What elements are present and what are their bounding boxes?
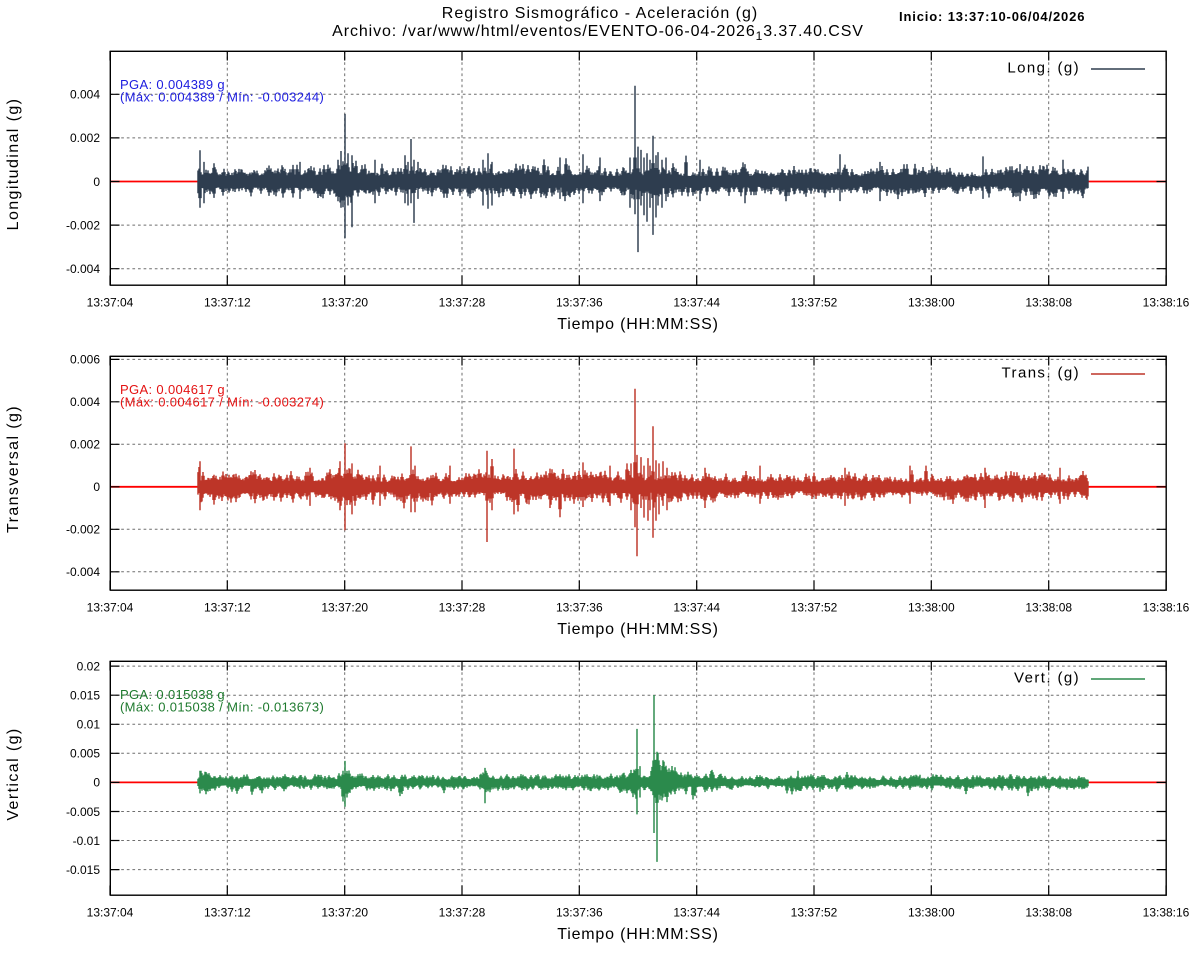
svg-text:13:37:20: 13:37:20: [321, 601, 368, 615]
svg-text:Tiempo (HH:MM:SS): Tiempo (HH:MM:SS): [557, 926, 718, 943]
svg-text:-0.01: -0.01: [73, 834, 101, 848]
svg-text:-0.004: -0.004: [66, 565, 100, 579]
svg-text:0: 0: [93, 480, 100, 494]
svg-text:13:37:36: 13:37:36: [556, 296, 603, 310]
svg-text:0.005: 0.005: [70, 747, 100, 761]
svg-text:(Máx: 0.015038 / Mín: -0.01367: (Máx: 0.015038 / Mín: -0.013673): [120, 700, 324, 715]
svg-text:Tiempo (HH:MM:SS): Tiempo (HH:MM:SS): [557, 316, 718, 333]
svg-text:0.002: 0.002: [70, 131, 100, 145]
svg-text:-0.004: -0.004: [66, 262, 100, 276]
svg-text:0.004: 0.004: [70, 88, 100, 102]
svg-text:-0.005: -0.005: [66, 805, 100, 819]
svg-text:13:37:04: 13:37:04: [87, 601, 134, 615]
svg-text:13:38:16: 13:38:16: [1143, 296, 1190, 310]
svg-text:13:37:28: 13:37:28: [439, 601, 486, 615]
svg-text:13:37:12: 13:37:12: [204, 296, 251, 310]
svg-text:13:37:12: 13:37:12: [204, 601, 251, 615]
svg-text:13:37:52: 13:37:52: [791, 296, 838, 310]
svg-text:PGA: 0.015038 g: PGA: 0.015038 g: [120, 687, 225, 702]
svg-text:-0.002: -0.002: [66, 218, 100, 232]
svg-text:PGA: 0.004617 g: PGA: 0.004617 g: [120, 382, 225, 397]
svg-text:Long. (g): Long. (g): [1007, 60, 1080, 77]
svg-text:13:38:00: 13:38:00: [908, 296, 955, 310]
svg-text:13:38:08: 13:38:08: [1025, 296, 1072, 310]
svg-text:0.004: 0.004: [70, 395, 100, 409]
svg-text:13:37:52: 13:37:52: [791, 906, 838, 920]
svg-text:13:38:00: 13:38:00: [908, 601, 955, 615]
svg-text:Registro Sismográfico - Aceler: Registro Sismográfico - Aceleración (g): [442, 5, 758, 22]
svg-text:13:37:28: 13:37:28: [439, 296, 486, 310]
svg-text:0.02: 0.02: [77, 659, 101, 673]
svg-text:13:38:16: 13:38:16: [1143, 906, 1190, 920]
svg-text:13:37:52: 13:37:52: [791, 601, 838, 615]
svg-text:-0.002: -0.002: [66, 523, 100, 537]
svg-text:13:37:04: 13:37:04: [87, 296, 134, 310]
svg-text:(Máx: 0.004389 / Mín: -0.00324: (Máx: 0.004389 / Mín: -0.003244): [120, 90, 324, 105]
svg-text:13:37:44: 13:37:44: [673, 906, 720, 920]
svg-text:13:37:20: 13:37:20: [321, 296, 368, 310]
svg-text:Vertical (g): Vertical (g): [5, 727, 22, 820]
svg-text:0: 0: [93, 175, 100, 189]
svg-text:13:37:20: 13:37:20: [321, 906, 368, 920]
svg-text:Transversal (g): Transversal (g): [5, 405, 22, 533]
svg-text:0: 0: [93, 776, 100, 790]
svg-text:0.01: 0.01: [77, 718, 101, 732]
svg-text:Inicio: 13:37:10-06/04/2026: Inicio: 13:37:10-06/04/2026: [899, 9, 1085, 24]
svg-text:0.015: 0.015: [70, 689, 100, 703]
svg-text:Longitudinal (g): Longitudinal (g): [5, 98, 22, 231]
svg-text:13:38:00: 13:38:00: [908, 906, 955, 920]
svg-text:13:37:28: 13:37:28: [439, 906, 486, 920]
svg-text:13:38:08: 13:38:08: [1025, 601, 1072, 615]
svg-text:Archivo: /var/www/html/eventos: Archivo: /var/www/html/eventos/EVENTO-06…: [332, 23, 864, 43]
svg-text:13:37:36: 13:37:36: [556, 906, 603, 920]
svg-text:13:38:16: 13:38:16: [1143, 601, 1190, 615]
svg-text:13:37:36: 13:37:36: [556, 601, 603, 615]
svg-text:(Máx: 0.004617 / Mín: -0.00327: (Máx: 0.004617 / Mín: -0.003274): [120, 395, 324, 410]
svg-text:13:37:12: 13:37:12: [204, 906, 251, 920]
svg-text:PGA: 0.004389 g: PGA: 0.004389 g: [120, 77, 225, 92]
svg-text:0.002: 0.002: [70, 438, 100, 452]
svg-text:Tiempo (HH:MM:SS): Tiempo (HH:MM:SS): [557, 621, 718, 638]
svg-text:13:37:44: 13:37:44: [673, 601, 720, 615]
svg-text:13:38:08: 13:38:08: [1025, 906, 1072, 920]
svg-text:13:37:04: 13:37:04: [87, 906, 134, 920]
svg-text:Vert. (g): Vert. (g): [1014, 670, 1080, 687]
svg-text:0.006: 0.006: [70, 353, 100, 367]
svg-text:Trans. (g): Trans. (g): [1002, 365, 1080, 382]
svg-text:-0.015: -0.015: [66, 863, 100, 877]
svg-text:13:37:44: 13:37:44: [673, 296, 720, 310]
